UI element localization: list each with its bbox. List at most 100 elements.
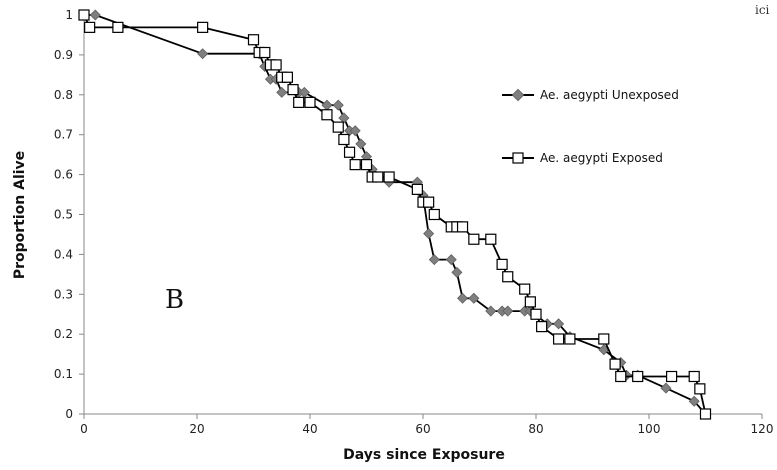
- data-point: [552, 333, 565, 345]
- y-tick-label: 0.7: [54, 128, 73, 142]
- panel-label: B: [165, 285, 184, 315]
- data-point: [445, 254, 457, 266]
- data-point: [615, 370, 627, 383]
- legend-marker-exposed: [512, 152, 524, 164]
- data-point: [496, 258, 508, 270]
- legend-marker-unexposed: [511, 88, 525, 102]
- y-tick-label: 1: [65, 8, 73, 22]
- y-tick-label: 0.9: [54, 48, 73, 62]
- series-exposed: [78, 9, 712, 420]
- data-point: [332, 99, 344, 111]
- data-point: [632, 370, 644, 383]
- data-point: [372, 171, 384, 183]
- data-point: [411, 183, 423, 195]
- y-tick-label: 0: [65, 407, 73, 421]
- data-point: [456, 221, 469, 233]
- x-axis-title: Days since Exposure: [343, 447, 505, 463]
- data-point: [688, 395, 700, 407]
- plot-axes: [83, 15, 762, 415]
- x-tick-label: 0: [80, 422, 88, 436]
- data-point: [360, 159, 373, 171]
- legend-label-unexposed: Ae. aegypti Unexposed: [540, 88, 679, 102]
- legend: Ae. aegypti Unexposed Ae. aegypti Expose…: [502, 88, 679, 165]
- data-point: [321, 109, 333, 121]
- data-point: [468, 292, 480, 304]
- data-point: [699, 408, 712, 420]
- x-tick-label: 80: [528, 422, 543, 436]
- data-point: [564, 333, 576, 345]
- series-layer: [78, 9, 712, 420]
- data-point: [321, 99, 333, 111]
- data-point: [428, 208, 440, 221]
- data-point: [423, 228, 435, 240]
- data-point: [270, 59, 282, 71]
- data-point: [78, 9, 90, 21]
- data-point: [287, 84, 299, 96]
- data-point: [496, 305, 508, 317]
- y-axis-title: Proportion Alive: [12, 151, 28, 279]
- x-tick-label: 60: [415, 422, 430, 436]
- y-tick-label: 0.1: [54, 367, 73, 381]
- series-line: [83, 14, 707, 415]
- data-point: [694, 383, 706, 395]
- data-point: [609, 358, 621, 370]
- data-point: [665, 370, 678, 383]
- data-point: [530, 308, 542, 320]
- data-point: [343, 146, 356, 158]
- y-tick-label: 0.5: [54, 208, 73, 222]
- data-point: [298, 86, 310, 98]
- x-tick-label: 40: [302, 422, 317, 436]
- data-point: [349, 125, 361, 137]
- data-point: [293, 96, 305, 108]
- data-point: [276, 86, 288, 98]
- data-point: [598, 344, 610, 356]
- y-tick-label: 0.6: [54, 168, 73, 182]
- data-point: [197, 21, 209, 33]
- x-tick-label: 120: [751, 422, 774, 436]
- data-point: [428, 254, 440, 266]
- data-point: [423, 196, 435, 208]
- data-point: [89, 9, 101, 21]
- data-point: [304, 96, 316, 108]
- series-line: [84, 14, 707, 415]
- corner-text-fragment: ici: [755, 3, 770, 17]
- y-tick-label: 0.2: [54, 327, 73, 341]
- data-point: [688, 370, 700, 383]
- data-point: [451, 266, 463, 278]
- series-unexposed: [78, 9, 712, 420]
- data-point: [281, 71, 293, 83]
- data-point: [383, 171, 395, 183]
- y-tick-label: 0.8: [54, 88, 73, 102]
- data-point: [84, 21, 96, 33]
- data-point: [247, 34, 260, 46]
- data-point: [519, 283, 531, 295]
- data-point: [457, 292, 469, 304]
- legend-item-exposed: Ae. aegypti Exposed: [502, 151, 663, 165]
- data-point: [553, 318, 565, 330]
- y-tick-label: 0.3: [54, 287, 73, 301]
- x-axis-ticks: 0 20 40 60 80 100 120: [80, 414, 773, 436]
- data-point: [344, 125, 356, 137]
- data-point: [485, 233, 497, 245]
- data-point: [598, 333, 610, 345]
- data-point: [355, 138, 367, 150]
- data-point: [485, 305, 497, 317]
- x-tick-label: 100: [638, 422, 661, 436]
- data-point: [468, 233, 480, 245]
- data-point: [519, 305, 531, 317]
- data-point: [112, 21, 124, 33]
- data-point: [332, 121, 344, 133]
- y-tick-label: 0.4: [54, 247, 73, 261]
- data-point: [338, 133, 350, 146]
- data-point: [264, 73, 276, 85]
- x-tick-label: 20: [189, 422, 204, 436]
- data-point: [524, 296, 536, 308]
- data-point: [502, 305, 514, 317]
- data-point: [259, 46, 271, 59]
- legend-label-exposed: Ae. aegypti Exposed: [540, 151, 663, 165]
- legend-item-unexposed: Ae. aegypti Unexposed: [502, 88, 679, 102]
- data-point: [502, 271, 514, 283]
- data-point: [349, 159, 361, 171]
- data-point: [660, 382, 672, 394]
